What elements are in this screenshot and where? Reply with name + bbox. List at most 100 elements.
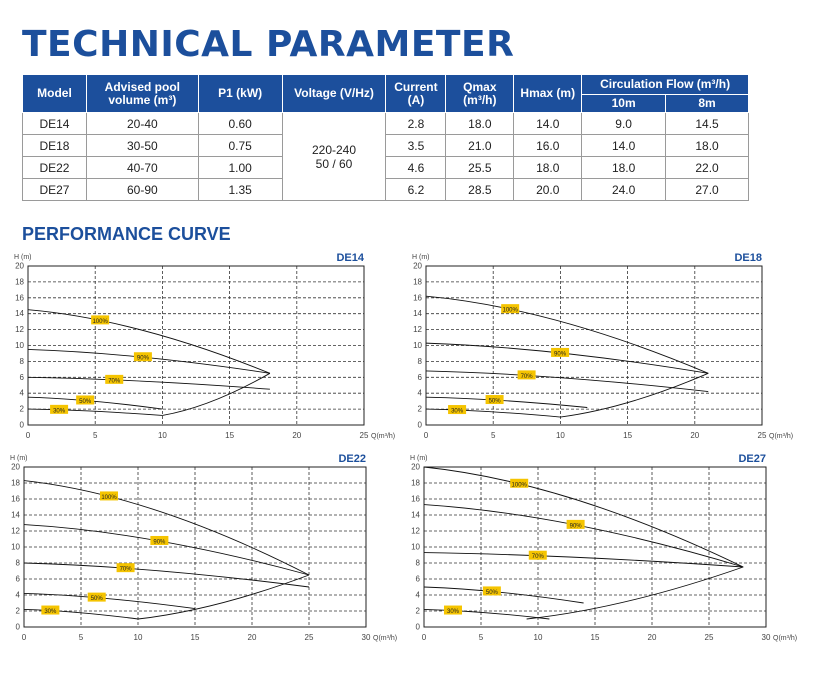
cell-hmax: 16.0 [513, 134, 583, 157]
header-p1: P1 (kW) [197, 74, 283, 113]
series-badge [99, 491, 118, 501]
series-label: 50% [91, 596, 104, 602]
series-label: 90% [570, 523, 583, 529]
y-tick-label: 0 [16, 623, 21, 632]
y-tick-label: 0 [20, 421, 25, 430]
series-line [425, 408, 561, 418]
series-badge [528, 550, 547, 560]
x-tick-label: 0 [422, 633, 427, 642]
y-tick-label: 10 [15, 341, 24, 350]
x-tick-label: 10 [556, 431, 565, 440]
y-tick-label: 4 [16, 591, 21, 600]
y-tick-label: 16 [413, 293, 422, 302]
x-tick-label: 15 [225, 431, 234, 440]
series-badge [551, 347, 570, 357]
cell-flow-10m: 24.0 [581, 178, 667, 201]
x-tick-label: 20 [648, 633, 657, 642]
series-label: 90% [153, 539, 166, 545]
y-tick-label: 14 [411, 511, 420, 520]
header-current: Current (A) [385, 74, 447, 113]
y-tick-label: 12 [11, 527, 20, 536]
chart-de22: 0 2 4 6 8 10 12 14 16 18 20 0 5 10 15 20 25 30 H (m) Q(m³/h… [10, 453, 397, 642]
table-row: DE27 60-90 1.35 6.2 28.5 20.0 24.0 27.0 [22, 178, 749, 201]
x-tick-label: 0 [22, 633, 27, 642]
system-curve [137, 574, 310, 620]
y-tick-label: 0 [418, 421, 423, 430]
chart-title: DE22 [338, 453, 366, 465]
y-tick-label: 8 [416, 559, 421, 568]
y-tick-label: 2 [418, 405, 423, 414]
y-tick-label: 18 [11, 479, 20, 488]
y-tick-label: 4 [418, 389, 423, 398]
x-tick-label: 5 [79, 633, 84, 642]
x-tick-label: 10 [158, 431, 167, 440]
y-tick-label: 6 [416, 575, 421, 584]
series-label: 100% [92, 319, 108, 325]
series-badge [485, 395, 504, 405]
y-axis-label: H (m) [10, 455, 28, 462]
series-label: 90% [554, 351, 567, 357]
y-tick-label: 12 [413, 325, 422, 334]
x-tick-label: 10 [534, 633, 543, 642]
x-tick-label: 25 [705, 633, 714, 642]
series-label: 50% [489, 399, 502, 405]
cell-current: 3.5 [385, 134, 447, 157]
x-tick-label: 15 [191, 633, 200, 642]
series-label: 70% [120, 567, 133, 573]
y-tick-label: 16 [411, 495, 420, 504]
series-label: 70% [521, 374, 534, 380]
y-tick-label: 0 [416, 623, 421, 632]
x-tick-label: 5 [93, 431, 98, 440]
plot-frame [423, 466, 767, 628]
series-label: 70% [108, 378, 121, 384]
series-label: 30% [53, 408, 66, 414]
x-tick-label: 10 [134, 633, 143, 642]
series-line [425, 370, 709, 393]
series-badge [482, 586, 501, 596]
series-line [27, 309, 271, 374]
series-badge [510, 478, 529, 488]
y-tick-label: 8 [418, 357, 423, 366]
header-voltage: Voltage (V/Hz) [281, 74, 387, 113]
x-tick-label: 0 [424, 431, 429, 440]
series-label: 70% [532, 554, 545, 560]
y-tick-label: 14 [11, 511, 20, 520]
x-tick-label: 30 [362, 633, 371, 642]
x-tick-label: 15 [623, 431, 632, 440]
x-tick-label: 30 [762, 633, 771, 642]
y-tick-label: 16 [15, 293, 24, 302]
y-tick-label: 20 [15, 262, 24, 271]
y-tick-label: 20 [11, 463, 20, 472]
series-label: 30% [44, 609, 57, 615]
cell-flow-8m: 27.0 [665, 178, 749, 201]
cell-flow-10m: 14.0 [581, 134, 667, 157]
series-label: 50% [486, 590, 499, 596]
series-line [27, 376, 270, 390]
x-axis-label: Q(m³/h) [773, 635, 797, 642]
y-tick-label: 20 [411, 463, 420, 472]
x-axis-label: Q(m³/h) [371, 433, 395, 440]
series-line [27, 408, 163, 416]
y-tick-label: 4 [416, 591, 421, 600]
cell-current: 6.2 [385, 178, 447, 201]
x-axis-label: Q(m³/h) [373, 635, 397, 642]
plot-frame [27, 265, 365, 426]
y-axis-label: H (m) [412, 254, 430, 261]
series-label: 90% [137, 356, 150, 362]
series-badge [566, 519, 585, 529]
y-tick-label: 12 [411, 527, 420, 536]
y-tick-label: 8 [16, 559, 21, 568]
x-tick-label: 25 [305, 633, 314, 642]
chart-de14: 0 2 4 6 8 10 12 14 16 18 20 0 5 10 15 20 25 H (m) Q(m³/h) D… [14, 252, 395, 440]
cell-volume: 60-90 [85, 178, 199, 201]
y-axis-label: H (m) [14, 254, 32, 261]
system-curve [526, 566, 744, 620]
x-tick-label: 0 [26, 431, 31, 440]
series-badge [448, 405, 467, 415]
series-line [23, 480, 310, 576]
series-label: 30% [447, 609, 460, 615]
series-badge [116, 563, 135, 573]
y-tick-label: 6 [16, 575, 21, 584]
y-tick-label: 10 [411, 543, 420, 552]
x-tick-label: 25 [758, 431, 767, 440]
